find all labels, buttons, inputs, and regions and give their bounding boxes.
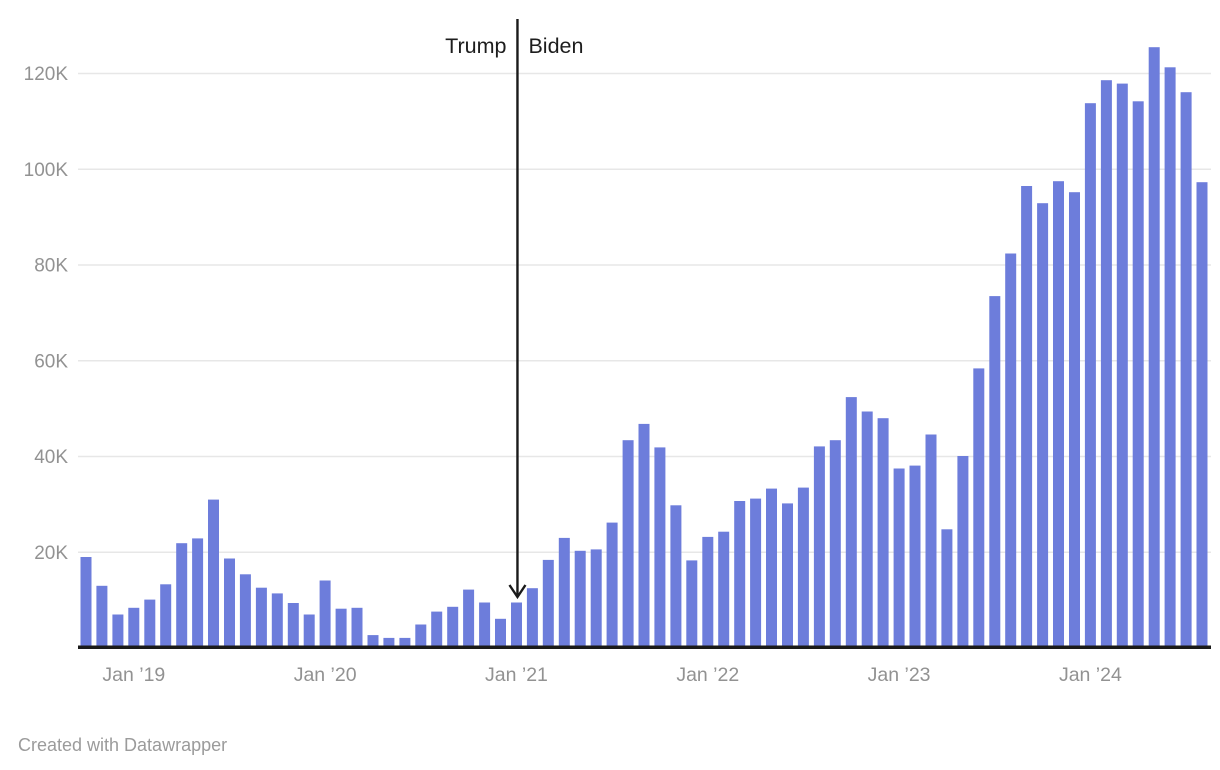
bar-jul-2023 xyxy=(989,296,1001,648)
bar-jul-2024 xyxy=(1180,92,1192,648)
x-tick-label: Jan ’20 xyxy=(294,664,357,686)
bar-aug-2024 xyxy=(1196,182,1208,648)
bar-feb-2019 xyxy=(144,599,156,648)
arrow-down-icon xyxy=(508,584,527,600)
y-tick-label-20K: 20K xyxy=(34,543,68,564)
bar-nov-2019 xyxy=(287,603,299,648)
bar-aug-2023 xyxy=(1005,253,1017,648)
bar-apr-2020 xyxy=(367,635,379,648)
bar-sep-2019 xyxy=(255,587,267,648)
bar-dec-2022 xyxy=(877,418,889,648)
bar-jul-2022 xyxy=(797,487,809,648)
bar-oct-2019 xyxy=(271,593,283,648)
bar-feb-2024 xyxy=(1100,80,1112,648)
bar-mar-2024 xyxy=(1116,83,1128,649)
bar-feb-2023 xyxy=(909,465,921,648)
bar-jul-2019 xyxy=(224,558,235,648)
bar-jan-2021 xyxy=(511,602,522,648)
bar-dec-2018 xyxy=(112,614,124,648)
bar-mar-2020 xyxy=(351,607,363,648)
bar-jun-2024 xyxy=(1164,67,1176,649)
bar-mar-2021 xyxy=(542,559,554,648)
bar-may-2019 xyxy=(192,538,204,648)
bar-jan-2020 xyxy=(319,580,331,648)
bar-aug-2021 xyxy=(622,440,634,648)
bar-sep-2023 xyxy=(1021,186,1033,648)
x-axis-labels: Jan ’19 Jan ’20 Jan ’21 Jan ’22 Jan ’23 Jan ’… xyxy=(102,664,1122,686)
bar-oct-2020 xyxy=(463,589,475,648)
bar-may-2020 xyxy=(383,637,395,648)
bar-sep-2022 xyxy=(829,440,841,648)
bar-apr-2022 xyxy=(750,498,762,648)
y-tick-label-120K: 120K xyxy=(24,64,69,85)
bar-oct-2021 xyxy=(654,447,666,648)
y-tick-label-100K: 100K xyxy=(24,160,69,181)
x-tick-label: Jan ’22 xyxy=(676,664,739,686)
bar-mar-2022 xyxy=(734,501,746,648)
bar-jun-2022 xyxy=(782,503,793,648)
x-axis-baseline xyxy=(78,645,1211,649)
bar-aug-2022 xyxy=(813,446,825,648)
bar-nov-2018 xyxy=(96,585,108,648)
bar-jan-2022 xyxy=(702,536,714,648)
bar-jul-2020 xyxy=(415,624,427,648)
bar-apr-2023 xyxy=(941,529,953,648)
bar-feb-2022 xyxy=(718,531,730,648)
bar-may-2023 xyxy=(957,456,969,648)
bar-oct-2018 xyxy=(80,557,92,648)
bar-dec-2019 xyxy=(303,614,315,648)
bar-aug-2019 xyxy=(239,574,251,648)
bar-jan-2023 xyxy=(893,468,905,648)
bar-oct-2022 xyxy=(845,397,857,648)
bar-jun-2019 xyxy=(208,499,219,648)
y-tick-label-40K: 40K xyxy=(34,447,68,468)
y-tick-label-80K: 80K xyxy=(34,256,68,277)
bar-may-2024 xyxy=(1148,47,1160,648)
bar-nov-2022 xyxy=(861,411,873,648)
bar-mar-2023 xyxy=(925,434,937,648)
bar-nov-2020 xyxy=(479,602,491,648)
y-axis-labels: 20K 40K 60K 80K 100K 120K xyxy=(24,64,69,564)
y-tick-label-60K: 60K xyxy=(34,351,68,372)
bar-apr-2019 xyxy=(176,543,188,648)
x-tick-label: Jan ’21 xyxy=(485,664,548,686)
bar-may-2021 xyxy=(574,550,586,648)
x-tick-label: Jan ’24 xyxy=(1059,664,1122,686)
bar-aug-2020 xyxy=(431,611,443,648)
bar-dec-2023 xyxy=(1069,192,1080,648)
x-tick-label: Jan ’23 xyxy=(868,664,931,686)
bar-may-2022 xyxy=(766,488,777,648)
bar-nov-2023 xyxy=(1053,181,1064,648)
bar-jun-2021 xyxy=(590,549,602,648)
datawrapper-attribution-link[interactable]: Created with Datawrapper xyxy=(18,735,228,755)
annotation-label-biden: Biden xyxy=(528,34,583,58)
bar-dec-2020 xyxy=(495,618,506,648)
bar-mar-2019 xyxy=(160,584,172,648)
bar-jan-2019 xyxy=(128,607,140,648)
bar-jan-2024 xyxy=(1084,103,1096,648)
bar-jun-2020 xyxy=(399,637,411,648)
bar-dec-2021 xyxy=(686,560,698,648)
bar-oct-2023 xyxy=(1037,203,1049,648)
bar-jul-2021 xyxy=(606,522,618,648)
x-tick-label: Jan ’19 xyxy=(102,664,165,686)
bar-sep-2021 xyxy=(638,423,650,648)
bar-feb-2020 xyxy=(335,608,347,648)
bars-series xyxy=(80,47,1208,649)
bar-sep-2020 xyxy=(447,606,459,648)
bar-feb-2021 xyxy=(526,588,538,648)
bar-apr-2024 xyxy=(1132,101,1144,649)
president-transition-annotation: Trump Biden xyxy=(445,19,583,600)
annotation-label-trump: Trump xyxy=(445,34,506,58)
bar-nov-2021 xyxy=(670,505,682,648)
bar-apr-2021 xyxy=(558,537,570,648)
bar-jun-2023 xyxy=(973,368,985,648)
